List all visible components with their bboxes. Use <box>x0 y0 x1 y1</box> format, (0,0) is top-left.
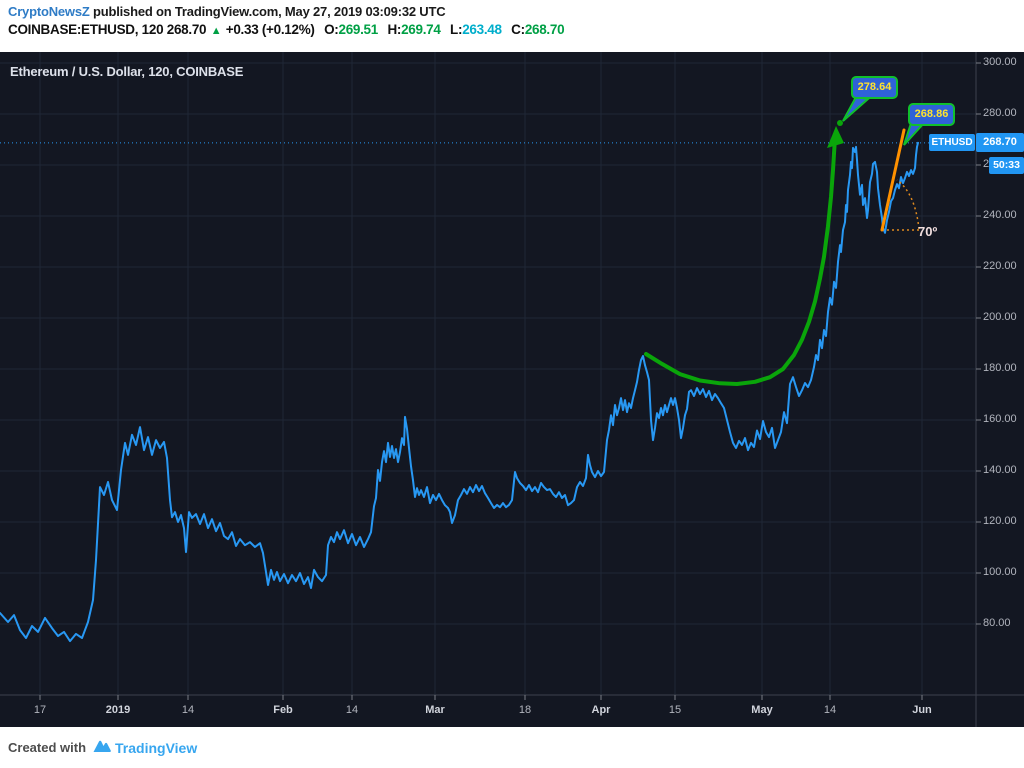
open-value: 269.51 <box>338 22 378 37</box>
symbol-flag: ETHUSD <box>929 134 975 152</box>
x-axis-label: Feb <box>273 704 293 716</box>
low-label: L: <box>450 22 463 37</box>
low-value: 263.48 <box>462 22 502 37</box>
green-curve-arrowhead <box>827 126 844 148</box>
price-change: +0.33 (+0.12%) <box>225 22 315 37</box>
angle-arc <box>896 179 920 230</box>
open-label: O: <box>324 22 339 37</box>
byline-text: published on TradingView.com, May 27, 20… <box>93 4 446 19</box>
x-axis-label: 14 <box>181 704 195 716</box>
callout-tail <box>842 95 871 122</box>
header: CryptoNewsZ published on TradingView.com… <box>8 4 1018 37</box>
y-axis-label: 140.00 <box>983 464 1017 476</box>
byline: CryptoNewsZ published on TradingView.com… <box>8 4 1018 19</box>
x-axis-label: 18 <box>518 704 532 716</box>
x-axis-label: 17 <box>33 704 47 716</box>
high-value: 269.74 <box>401 22 441 37</box>
orange-trendline[interactable] <box>880 128 906 232</box>
x-axis-label: 14 <box>823 704 837 716</box>
green-curve-dot <box>837 120 843 126</box>
up-arrow-icon: ▲ <box>210 25 222 37</box>
y-axis-label: 100.00 <box>983 566 1017 578</box>
y-axis-label: 200.00 <box>983 311 1017 323</box>
chart-title: Ethereum / U.S. Dollar, 120, COINBASE <box>10 64 244 79</box>
footer: Created with TradingView <box>0 727 1024 768</box>
quote-line: COINBASE:ETHUSD, 120 268.70 ▲ +0.33 (+0.… <box>8 22 1018 37</box>
tradingview-logo-icon <box>92 739 112 759</box>
last-price: 268.70 <box>166 22 207 37</box>
publisher-link[interactable]: CryptoNewsZ <box>8 4 90 19</box>
angle-degree-label: 70º <box>918 224 938 239</box>
x-axis-label: 14 <box>345 704 359 716</box>
y-axis-label: 80.00 <box>983 617 1011 629</box>
high-label: H: <box>387 22 402 37</box>
x-axis-label: 15 <box>668 704 682 716</box>
price-line-series <box>0 141 919 643</box>
y-axis-label: 220.00 <box>983 260 1017 272</box>
y-axis-label: 300.00 <box>983 56 1017 68</box>
x-axis-label: 2019 <box>105 704 131 716</box>
x-axis-label: Mar <box>425 704 445 716</box>
close-label: C: <box>511 22 525 37</box>
x-axis-label: May <box>751 704 773 716</box>
current-price-flag: 268.70 <box>976 133 1024 153</box>
y-axis-label: 160.00 <box>983 413 1017 425</box>
price-callout[interactable]: 268.86 <box>908 103 955 126</box>
close-value: 268.70 <box>524 22 565 37</box>
created-with-label: Created with <box>8 740 87 755</box>
y-axis-label: 280.00 <box>983 107 1017 119</box>
y-axis-label: 180.00 <box>983 362 1017 374</box>
x-axis-label: Jun <box>912 704 932 716</box>
plot-svg <box>0 52 1024 727</box>
symbol-label: COINBASE:ETHUSD, 120 <box>8 22 164 37</box>
tradingview-brand-link[interactable]: TradingView <box>115 739 198 756</box>
x-axis-label: Apr <box>591 704 611 716</box>
chart-area[interactable]: Ethereum / U.S. Dollar, 120, COINBASE 30… <box>0 52 1024 727</box>
bar-countdown-flag: 50:33 <box>989 157 1024 174</box>
price-callout[interactable]: 278.64 <box>851 76 898 99</box>
y-axis-label: 120.00 <box>983 515 1017 527</box>
green-curve-annotation[interactable] <box>644 136 837 386</box>
y-axis-label: 240.00 <box>983 209 1017 221</box>
